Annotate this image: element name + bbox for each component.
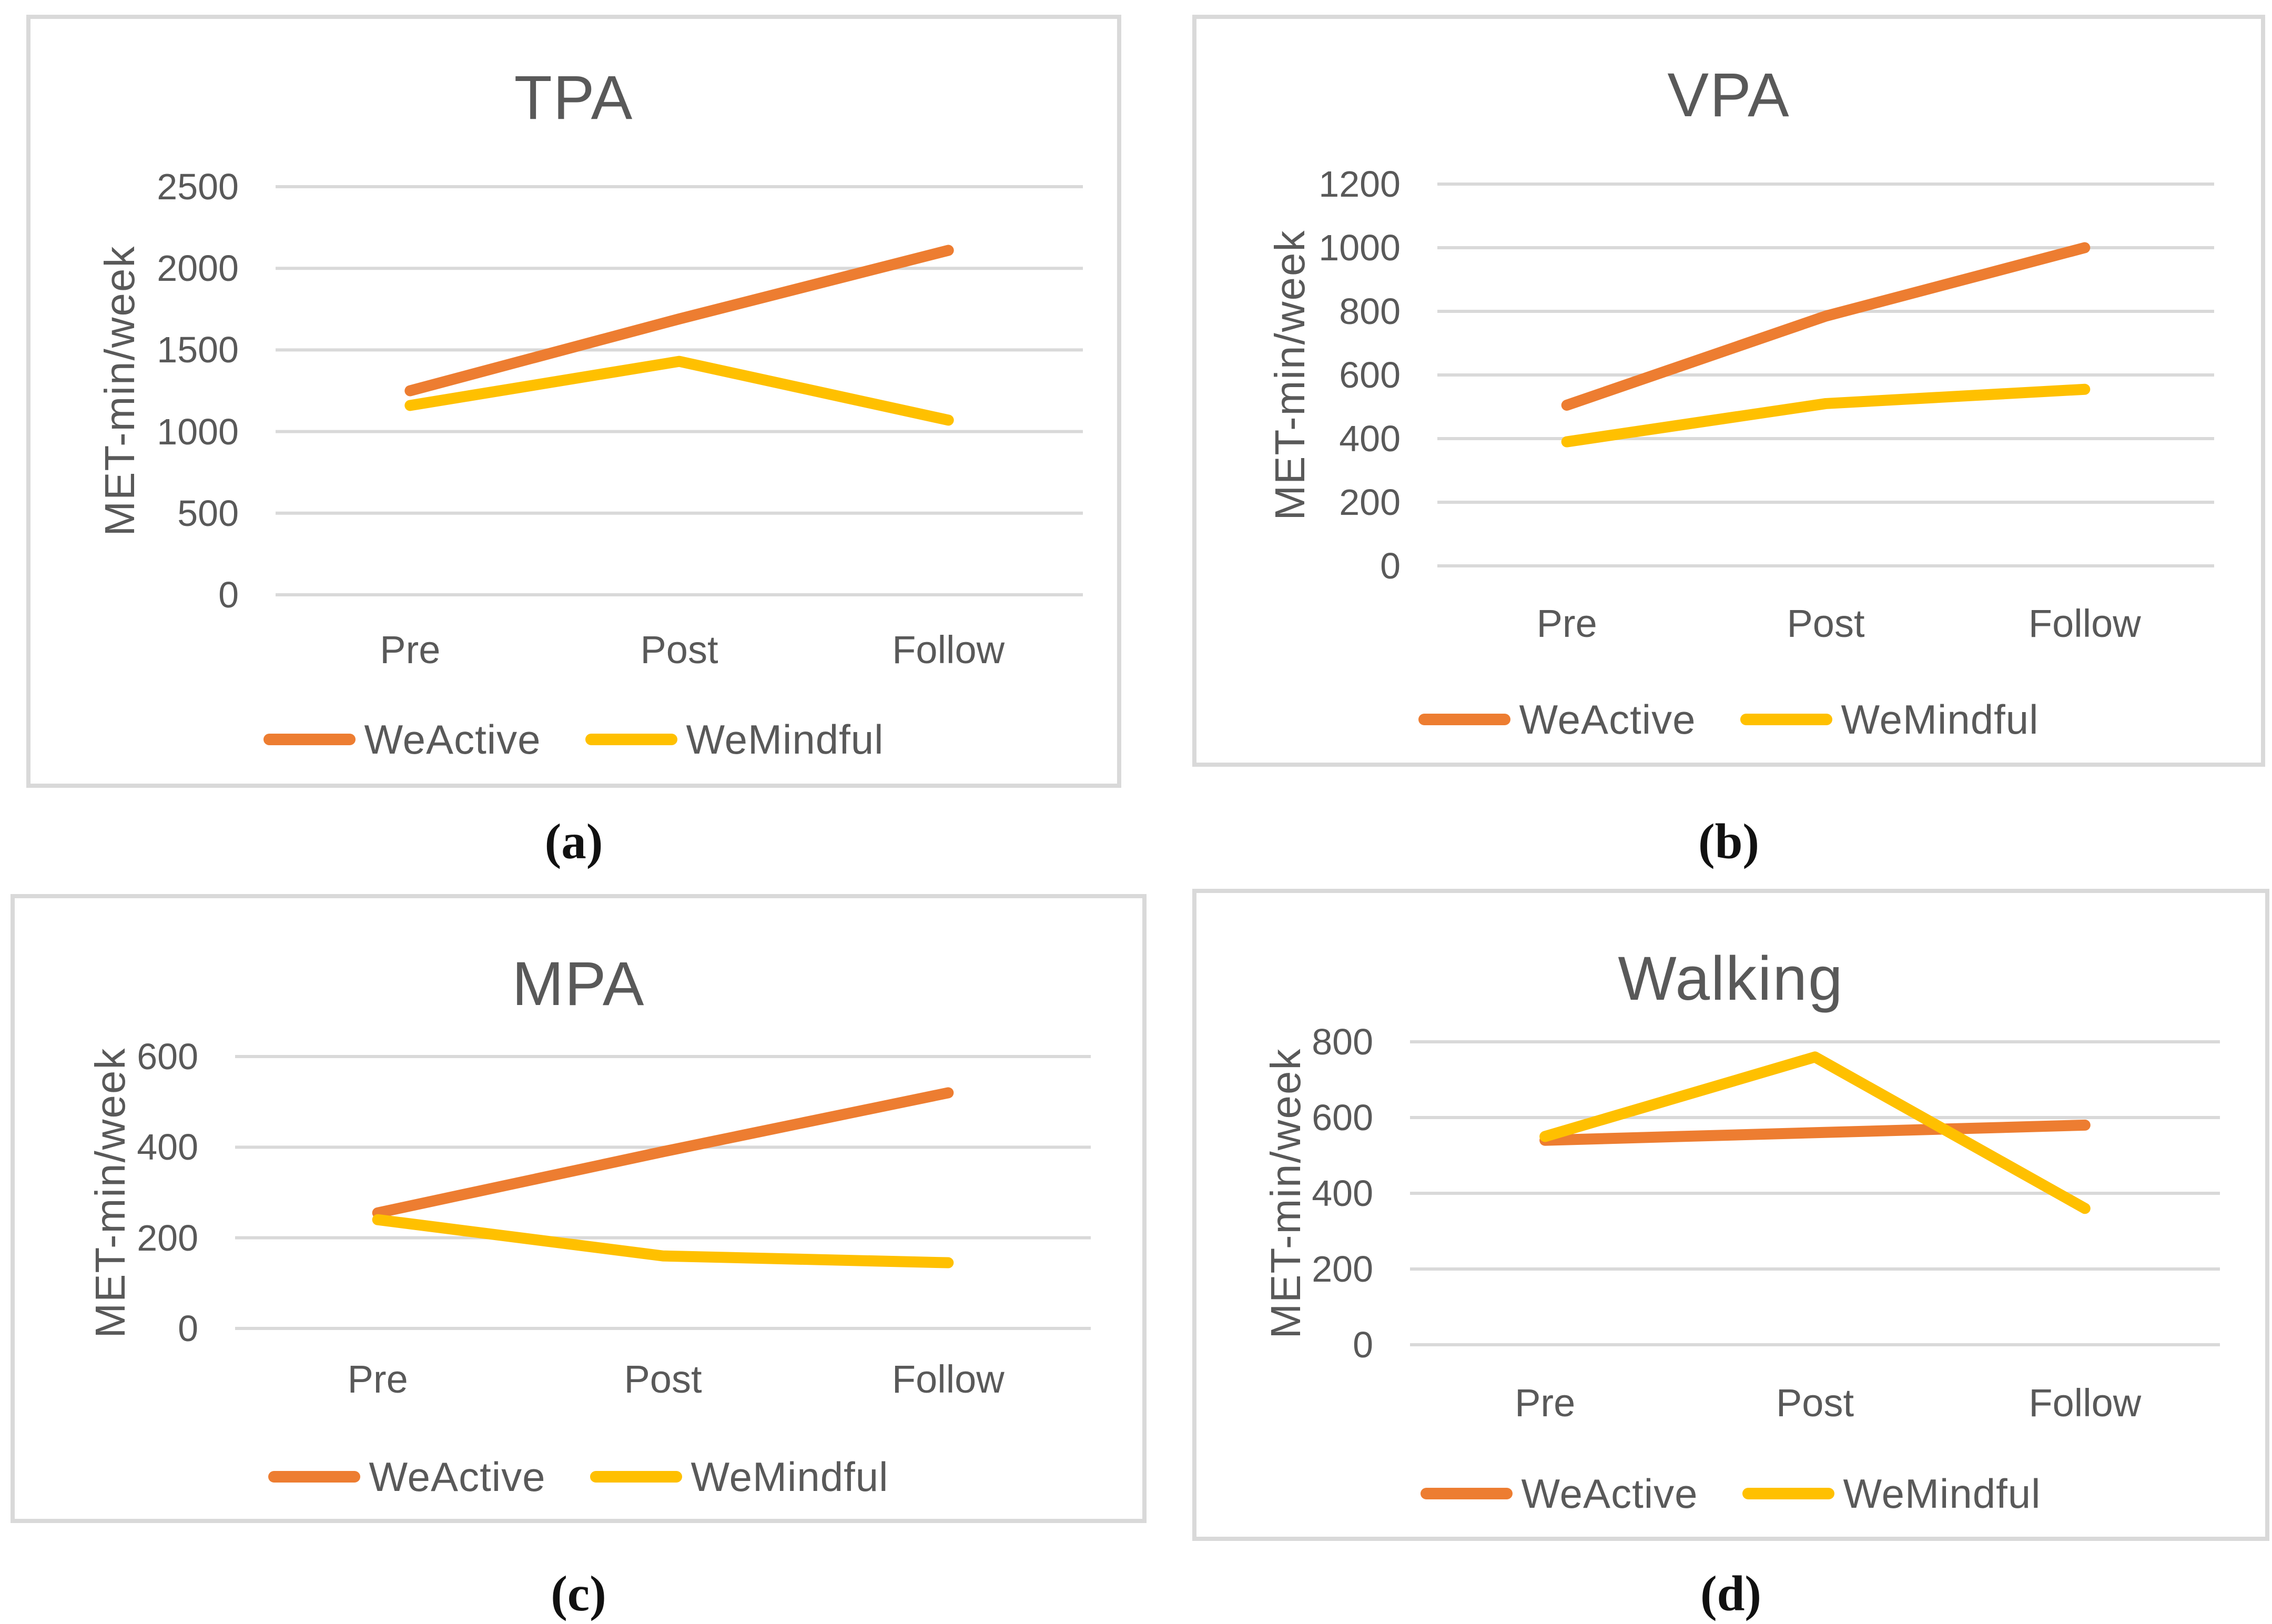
- plot-area: [1437, 182, 2214, 567]
- chart-panel-mpa: MPA MET-min/week 0 200 400 600 Pre Post Follo…: [11, 894, 1147, 1523]
- x-category-label: Pre: [347, 1357, 408, 1401]
- chart-title: VPA: [1667, 60, 1790, 130]
- y-tick-label: 600: [137, 1036, 198, 1077]
- wemindful-line-swatch: [585, 734, 678, 745]
- series-line-wemindful: [372, 1214, 954, 1268]
- x-category-label: Post: [1787, 602, 1865, 645]
- legend-entry-weactive: WeActive: [268, 1453, 545, 1501]
- series-line-weactive: [372, 1087, 954, 1219]
- y-tick-label: 200: [1339, 482, 1401, 523]
- legend: WeActive WeMindful: [1196, 691, 2261, 748]
- y-tick-label: 0: [1353, 1324, 1373, 1365]
- legend-entry-wemindful: WeMindful: [590, 1453, 888, 1501]
- chart-title: TPA: [514, 63, 634, 133]
- legend-entry-weactive: WeActive: [1418, 696, 1696, 744]
- series-line-weactive: [404, 245, 954, 397]
- legend: WeActive WeMindful: [15, 1448, 1142, 1506]
- chart-panel-walking: Walking MET-min/week 0 200 400 600 800 Pre Po…: [1192, 889, 2269, 1541]
- legend-label: WeActive: [364, 716, 541, 763]
- legend-entry-weactive: WeActive: [1421, 1470, 1698, 1518]
- chart-panel-tpa: TPA MET-min/week 0 500 1000 1500 2000 2500 Pr…: [26, 15, 1121, 788]
- legend: WeActive WeMindful: [31, 710, 1117, 768]
- legend-entry-wemindful: WeMindful: [1740, 696, 2038, 744]
- chart-title: Walking: [1618, 944, 1844, 1013]
- y-tick-label: 0: [178, 1308, 198, 1349]
- legend-label: WeActive: [1519, 696, 1696, 743]
- plot-area: [276, 185, 1083, 596]
- legend-label: WeMindful: [686, 716, 884, 763]
- legend: WeActive WeMindful: [1196, 1465, 2265, 1522]
- series-line-weactive: [1539, 1119, 2091, 1146]
- weactive-line-swatch: [1421, 1488, 1513, 1499]
- legend-label: WeMindful: [691, 1453, 889, 1500]
- y-tick-label: 400: [1312, 1173, 1373, 1214]
- y-tick-label: 0: [218, 574, 239, 615]
- legend-label: WeMindful: [1841, 696, 2039, 743]
- x-category-label: Pre: [1536, 602, 1597, 645]
- x-category-label: Post: [640, 628, 718, 672]
- x-category-label: Follow: [891, 1357, 1005, 1401]
- x-category-label: Pre: [380, 628, 441, 672]
- y-tick-label: 800: [1312, 1021, 1373, 1062]
- legend-label: WeActive: [369, 1453, 546, 1500]
- series-line-wemindful: [404, 356, 954, 426]
- x-category-label: Post: [1776, 1381, 1854, 1425]
- x-category-label: Follow: [2028, 602, 2141, 645]
- plot-area: [235, 1055, 1091, 1330]
- weactive-line-swatch: [268, 1471, 361, 1483]
- y-tick-label: 1500: [157, 329, 239, 371]
- x-category-label: Pre: [1515, 1381, 1576, 1425]
- y-tick-label: 800: [1339, 291, 1401, 332]
- subfigure-caption-a: (a): [544, 814, 603, 869]
- series-line-wemindful: [1561, 383, 2091, 448]
- wemindful-line-swatch: [1742, 1488, 1835, 1499]
- y-tick-label: 600: [1339, 354, 1401, 395]
- y-tick-label: 200: [1312, 1249, 1373, 1290]
- legend-entry-wemindful: WeMindful: [585, 716, 884, 764]
- y-tick-label: 400: [1339, 418, 1401, 459]
- series-line-wemindful: [1539, 1051, 2091, 1214]
- subfigure-caption-c: (c): [551, 1566, 606, 1621]
- y-tick-label: 1200: [1318, 164, 1401, 205]
- y-tick-label: 1000: [1318, 227, 1401, 268]
- y-tick-label: 0: [1380, 545, 1401, 586]
- x-category-label: Follow: [2028, 1381, 2142, 1425]
- subfigure-caption-d: (d): [1700, 1566, 1762, 1621]
- legend-label: WeActive: [1521, 1470, 1698, 1517]
- y-tick-label: 2500: [157, 166, 239, 207]
- x-category-label: Follow: [892, 628, 1005, 672]
- y-tick-label: 2000: [157, 248, 239, 289]
- legend-entry-wemindful: WeMindful: [1742, 1470, 2041, 1518]
- weactive-line-swatch: [1418, 714, 1511, 725]
- y-tick-label: 400: [137, 1126, 198, 1168]
- plot-area: [1410, 1040, 2220, 1346]
- y-tick-label: 1000: [157, 411, 239, 452]
- wemindful-line-swatch: [1740, 714, 1833, 725]
- subfigure-caption-b: (b): [1698, 814, 1760, 869]
- legend-entry-weactive: WeActive: [263, 716, 541, 764]
- chart-panel-vpa: VPA MET-min/week 0 200 400 600 800 1000 1200 P…: [1192, 15, 2265, 767]
- y-tick-label: 500: [177, 492, 239, 534]
- weactive-line-swatch: [263, 734, 356, 745]
- wemindful-line-swatch: [590, 1471, 683, 1483]
- y-tick-label: 600: [1312, 1097, 1373, 1138]
- y-tick-label: 200: [137, 1217, 198, 1258]
- series-line-weactive: [1561, 242, 2091, 411]
- x-category-label: Post: [624, 1357, 702, 1401]
- chart-title: MPA: [512, 949, 645, 1019]
- legend-label: WeMindful: [1843, 1470, 2041, 1517]
